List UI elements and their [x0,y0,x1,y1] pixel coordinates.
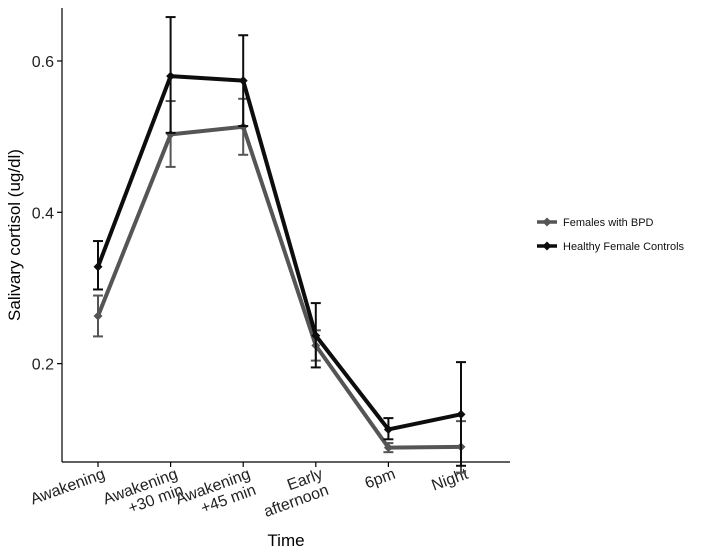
legend-item: Healthy Female Controls [537,241,685,253]
series-1 [93,97,466,474]
x-tick-label: Earlyafternoon [256,466,331,521]
legend-marker [542,241,552,251]
y-tick-label: 0.2 [32,357,54,374]
data-point [166,71,176,81]
data-point [93,262,103,272]
legend: Females with BPD Healthy Female Controls [537,217,685,253]
x-tick-label-line: Night [429,466,470,495]
data-point [383,424,393,434]
axes [61,8,510,463]
x-tick-label: Awakening+45 min [173,466,258,525]
series-2 [93,16,466,467]
data-point [238,76,248,86]
x-tick-label: Awakening [28,466,107,509]
y-ticks: 0.2 0.4 0.6 [32,54,62,374]
x-tick-label: Night [429,466,470,495]
data-point [311,331,321,341]
x-axis-label: Time [267,531,304,550]
x-tick-label: 6pm [363,466,398,493]
series-line [96,124,462,450]
data-point [93,311,103,321]
legend-label: Healthy Female Controls [563,241,685,253]
series-layer [93,16,466,474]
y-axis-label: Salivary cortisol (ug/dl) [5,149,24,321]
x-tick-label: Awakening+30 min [101,466,186,525]
data-point [456,409,466,419]
legend-marker [542,217,552,227]
legend-label: Females with BPD [563,217,654,229]
y-tick-label: 0.4 [32,205,54,222]
series-line [96,74,462,432]
x-tick-label-line: 6pm [363,466,398,493]
y-tick-label: 0.6 [32,54,54,71]
data-point [383,443,393,453]
legend-item: Females with BPD [537,217,654,229]
x-tick-label-line: Awakening [28,466,107,509]
